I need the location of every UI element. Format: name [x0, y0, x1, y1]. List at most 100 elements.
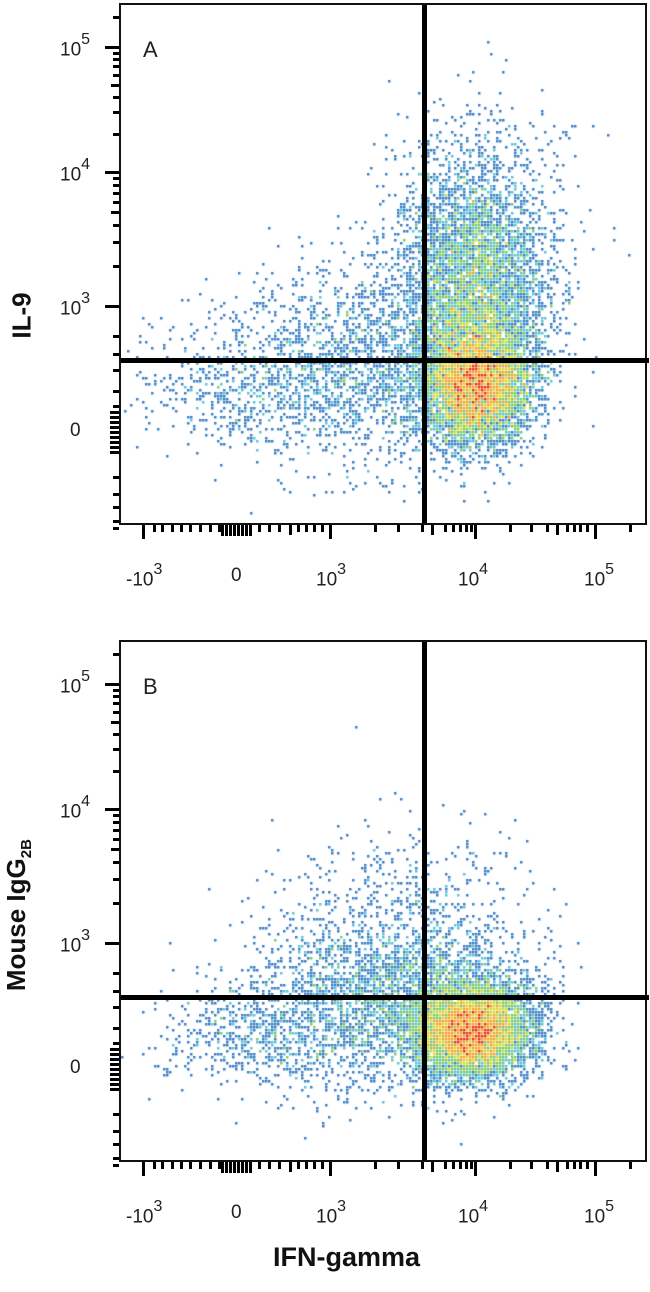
x-tick-mark — [289, 525, 292, 535]
x-tick-mark — [431, 525, 434, 535]
y-tick-mark — [110, 1073, 119, 1076]
y-tick-mark — [113, 901, 119, 905]
y-tick-mark — [113, 1042, 119, 1045]
quadrant-gate-vertical-b[interactable] — [422, 642, 427, 1160]
x-tick-mark — [180, 1162, 183, 1169]
y-tick-mark — [105, 305, 119, 308]
y-tick-mark — [113, 702, 119, 706]
x-tick-mark — [245, 1162, 248, 1173]
x-tick-mark — [153, 525, 156, 532]
x-tick-mark — [209, 525, 212, 532]
x-tick-mark — [237, 1162, 240, 1173]
x-tick-mark — [218, 1162, 221, 1169]
x-tick-mark — [452, 1162, 455, 1169]
y-tick-mark — [113, 653, 119, 656]
x-tick-mark — [546, 525, 549, 532]
y-tick-label: 104 — [60, 793, 91, 823]
x-tick-mark — [586, 525, 589, 532]
quadrant-gate-horizontal-a[interactable] — [121, 358, 649, 363]
x-tick-mark — [573, 525, 576, 532]
y-tick-mark — [110, 1083, 119, 1086]
x-tick-mark — [421, 525, 424, 532]
y-tick-mark — [113, 476, 119, 479]
y-tick-mark — [113, 65, 119, 69]
y-tick-label: 103 — [60, 290, 91, 320]
x-tick-mark — [329, 1162, 332, 1176]
y-tick-mark — [110, 426, 119, 429]
y-tick-label: 0 — [70, 420, 81, 441]
x-tick-mark — [321, 525, 324, 532]
x-tick-mark — [313, 525, 316, 532]
y-tick-mark — [113, 73, 119, 77]
x-tick-mark — [329, 525, 332, 539]
y-tick-mark — [113, 820, 119, 824]
y-tick-mark — [113, 527, 119, 530]
y-tick-mark — [113, 335, 119, 338]
y-tick-mark — [113, 688, 119, 692]
y-tick-mark — [113, 133, 119, 137]
x-tick-mark — [153, 1162, 156, 1169]
y-tick-mark — [113, 1006, 119, 1009]
x-tick-mark — [566, 1162, 569, 1169]
y-tick-mark — [110, 1078, 119, 1081]
x-tick-mark — [313, 1162, 316, 1169]
y-tick-mark — [113, 51, 119, 55]
x-tick-mark — [474, 1162, 477, 1176]
x-tick-mark — [586, 1162, 589, 1169]
x-tick-mark — [397, 525, 400, 532]
y-tick-mark — [110, 1068, 119, 1071]
x-tick-mark — [556, 1162, 559, 1172]
x-tick-mark — [579, 525, 582, 532]
x-tick-mark — [245, 525, 248, 536]
x-tick-mark — [233, 1162, 236, 1173]
x-tick-mark — [374, 525, 377, 532]
x-tick-label: 105 — [584, 561, 615, 591]
x-tick-mark — [278, 1162, 281, 1169]
x-tick-mark — [573, 1162, 576, 1169]
y-tick-label: 105 — [60, 668, 91, 698]
y-tick-mark — [113, 1027, 119, 1030]
y-tick-mark — [113, 748, 119, 752]
x-tick-mark — [249, 1162, 252, 1173]
y-tick-mark — [113, 861, 119, 865]
x-tick-mark — [229, 525, 232, 536]
y-tick-mark — [110, 451, 119, 454]
x-tick-label: 0 — [231, 565, 242, 586]
y-tick-mark — [113, 1143, 119, 1146]
x-tick-mark — [629, 1162, 632, 1169]
y-tick-mark — [105, 808, 119, 811]
x-tick-mark — [268, 525, 271, 532]
x-tick-mark — [509, 525, 512, 532]
x-tick-mark — [233, 525, 236, 536]
quadrant-gate-vertical-a[interactable] — [422, 5, 427, 523]
x-tick-mark — [289, 1162, 292, 1172]
y-tick-mark — [110, 416, 119, 419]
x-tick-mark — [221, 525, 224, 536]
x-tick-mark — [161, 525, 164, 532]
y-tick-label: 103 — [60, 927, 91, 957]
x-tick-mark — [142, 1162, 145, 1176]
x-tick-mark — [305, 1162, 308, 1169]
x-tick-mark — [278, 525, 281, 532]
y-tick-mark — [110, 411, 119, 414]
y-tick-mark — [110, 441, 119, 444]
x-tick-mark — [199, 525, 202, 532]
x-tick-label: -103 — [126, 561, 163, 591]
y-tick-mark — [110, 1048, 119, 1051]
y-tick-mark — [113, 770, 119, 774]
x-tick-mark — [305, 525, 308, 532]
y-tick-mark — [113, 1130, 119, 1133]
x-tick-mark — [189, 525, 192, 532]
x-tick-mark — [218, 525, 221, 532]
x-tick-mark — [474, 525, 477, 539]
x-tick-mark — [530, 525, 533, 532]
panel-label-a: A — [143, 37, 158, 62]
x-tick-mark — [566, 525, 569, 532]
x-tick-mark — [171, 525, 174, 532]
y-tick-mark — [113, 878, 119, 882]
plot-panel-b: B — [119, 640, 649, 1162]
quadrant-gate-horizontal-b[interactable] — [121, 995, 649, 1000]
x-tick-mark — [237, 525, 240, 536]
y-tick-mark — [111, 848, 119, 852]
x-tick-mark — [546, 1162, 549, 1169]
